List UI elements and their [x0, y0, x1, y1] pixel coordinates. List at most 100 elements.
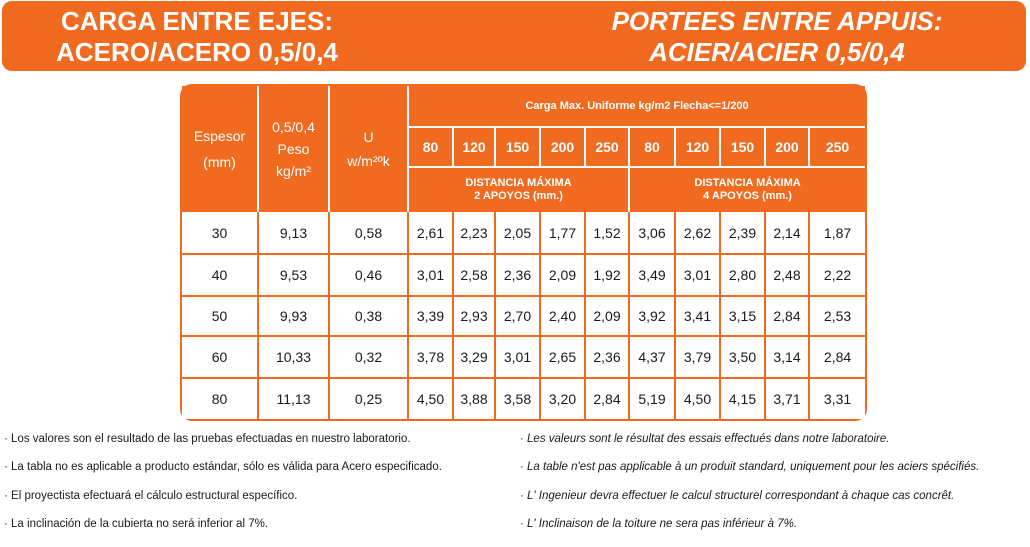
cell-span: 2,84 — [765, 295, 810, 338]
load-250-2: 250 — [584, 126, 629, 169]
distance-4-supports-line1: DISTANCIA MÁXIMA — [694, 177, 801, 190]
notes-french: · Les valeurs sont le résultat des essai… — [520, 432, 1030, 545]
cell-span: 3,31 — [809, 378, 866, 419]
col-u-unit: w/m²ºk — [347, 153, 390, 170]
note-es-1: · Los valores son el resultado de las pr… — [4, 433, 411, 445]
col-u-label: U — [363, 129, 374, 146]
distance-4-supports-header: DISTANCIA MÁXIMA 4 APOYOS (mm.) — [627, 167, 866, 213]
cell-span: 3,78 — [408, 336, 454, 380]
table-row: 40 9,53 0,46 3,01 2,58 2,36 2,09 1,92 3,… — [182, 253, 866, 297]
load-80-2: 80 — [407, 126, 453, 169]
cell-peso: 11,13 — [258, 378, 330, 419]
cell-span: 4,50 — [675, 378, 721, 419]
notes-spanish: · Los valores son el resultado de las pr… — [4, 432, 504, 545]
cell-u: 0,58 — [329, 212, 409, 255]
load-group-header: Carga Max. Uniforme kg/m2 Flecha<=1/200 — [406, 86, 866, 128]
cell-span: 2,40 — [540, 295, 586, 338]
cell-peso: 9,13 — [258, 212, 330, 255]
note-fr-1: · Les valeurs sont le résultat des essai… — [520, 433, 890, 445]
title-spanish: CARGA ENTRE EJES: ACERO/ACERO 0,5/0,4 — [2, 6, 392, 68]
cell-u: 0,25 — [329, 378, 409, 419]
title-french-line1: PORTEES ENTRE APPUIS: — [611, 6, 943, 36]
distance-2-supports-line1: DISTANCIA MÁXIMA — [465, 177, 572, 190]
header-row-distances: DISTANCIA MÁXIMA 2 APOYOS (mm.) DISTANCI… — [182, 167, 866, 213]
cell-span: 3,79 — [675, 336, 721, 380]
cell-span: 2,09 — [540, 253, 586, 297]
header-row-loads: 80 120 150 200 250 80 120 150 200 250 — [182, 126, 866, 169]
cell-span: 3,41 — [675, 295, 721, 338]
col-peso-line3: kg/m² — [276, 163, 311, 180]
cell-span: 3,58 — [495, 378, 541, 419]
cell-span: 1,87 — [809, 212, 866, 255]
cell-span: 2,36 — [495, 253, 541, 297]
cell-span: 2,39 — [720, 212, 766, 255]
cell-span: 3,39 — [408, 295, 454, 338]
cell-span: 2,48 — [765, 253, 810, 297]
cell-span: 4,15 — [720, 378, 766, 419]
cell-span: 3,29 — [453, 336, 496, 380]
cell-span: 2,23 — [453, 212, 496, 255]
load-span-table: Espesor (mm) 0,5/0,4 Peso kg/m² U w/m²ºk… — [182, 86, 866, 419]
cell-span: 2,70 — [495, 295, 541, 338]
cell-span: 2,53 — [809, 295, 866, 338]
table-row: 60 10,33 0,32 3,78 3,29 3,01 2,65 2,36 4… — [182, 336, 866, 380]
cell-u: 0,32 — [329, 336, 409, 380]
cell-span: 2,84 — [585, 378, 630, 419]
note-es-2: · La tabla no es aplicable a producto es… — [4, 461, 442, 474]
cell-span: 3,88 — [453, 378, 496, 419]
cell-span: 3,15 — [720, 295, 766, 338]
load-span-table-frame: Espesor (mm) 0,5/0,4 Peso kg/m² U w/m²ºk… — [180, 84, 867, 421]
cell-span: 1,92 — [585, 253, 630, 297]
cell-span: 5,19 — [629, 378, 676, 419]
col-peso-line1: 0,5/0,4 — [272, 119, 315, 136]
title-banner: CARGA ENTRE EJES: ACERO/ACERO 0,5/0,4 PO… — [2, 1, 1026, 71]
cell-span: 2,09 — [585, 295, 630, 338]
cell-span: 2,05 — [495, 212, 541, 255]
cell-span: 2,93 — [453, 295, 496, 338]
load-150-2: 150 — [494, 126, 540, 169]
cell-espesor: 30 — [182, 212, 259, 255]
cell-u: 0,38 — [329, 295, 409, 338]
distance-2-supports-line2: 2 APOYOS (mm.) — [474, 190, 563, 203]
note-fr-4: · L' Inclinaison de la toiture ne sera p… — [520, 517, 798, 530]
note-fr-3: · L' Ingenieur devra effectuer le calcul… — [520, 489, 955, 502]
cell-span: 3,01 — [675, 253, 721, 297]
cell-peso: 10,33 — [258, 336, 330, 380]
header-row-1: Espesor (mm) 0,5/0,4 Peso kg/m² U w/m²ºk… — [182, 86, 866, 213]
col-espesor-unit: (mm) — [203, 154, 236, 171]
table-row: 30 9,13 0,58 2,61 2,23 2,05 1,77 1,52 3,… — [182, 212, 866, 255]
col-peso-header: 0,5/0,4 Peso kg/m² — [257, 86, 329, 213]
cell-span: 3,01 — [408, 253, 454, 297]
cell-span: 2,65 — [540, 336, 586, 380]
cell-span: 3,20 — [540, 378, 586, 419]
cell-span: 2,36 — [585, 336, 630, 380]
cell-span: 1,77 — [540, 212, 586, 255]
load-200-2: 200 — [539, 126, 585, 169]
cell-espesor: 60 — [182, 336, 259, 380]
load-200-4: 200 — [764, 126, 809, 169]
cell-span: 3,71 — [765, 378, 810, 419]
load-120-2: 120 — [452, 126, 495, 169]
load-120-4: 120 — [674, 126, 720, 169]
cell-span: 3,49 — [629, 253, 676, 297]
cell-span: 2,22 — [809, 253, 866, 297]
col-u-header: U w/m²ºk — [328, 86, 408, 213]
cell-espesor: 40 — [182, 253, 259, 297]
cell-span: 3,01 — [495, 336, 541, 380]
cell-espesor: 50 — [182, 295, 259, 338]
distance-4-supports-line2: 4 APOYOS (mm.) — [703, 190, 792, 203]
col-peso-line2: Peso — [277, 141, 310, 158]
cell-span: 2,80 — [720, 253, 766, 297]
load-250-4: 250 — [807, 126, 866, 169]
cell-espesor: 80 — [182, 378, 259, 419]
note-fr-2: · La table n'est pas applicable à un pro… — [520, 461, 980, 474]
cell-span: 2,58 — [453, 253, 496, 297]
cell-span: 3,92 — [629, 295, 676, 338]
cell-span: 4,37 — [629, 336, 676, 380]
cell-span: 3,50 — [720, 336, 766, 380]
col-espesor-header: Espesor (mm) — [182, 86, 258, 213]
distance-2-supports-header: DISTANCIA MÁXIMA 2 APOYOS (mm.) — [407, 167, 629, 213]
note-es-4: · La inclinación de la cubierta no será … — [4, 517, 269, 530]
cell-span: 3,06 — [629, 212, 676, 255]
title-spanish-line2: ACERO/ACERO 0,5/0,4 — [56, 37, 338, 67]
